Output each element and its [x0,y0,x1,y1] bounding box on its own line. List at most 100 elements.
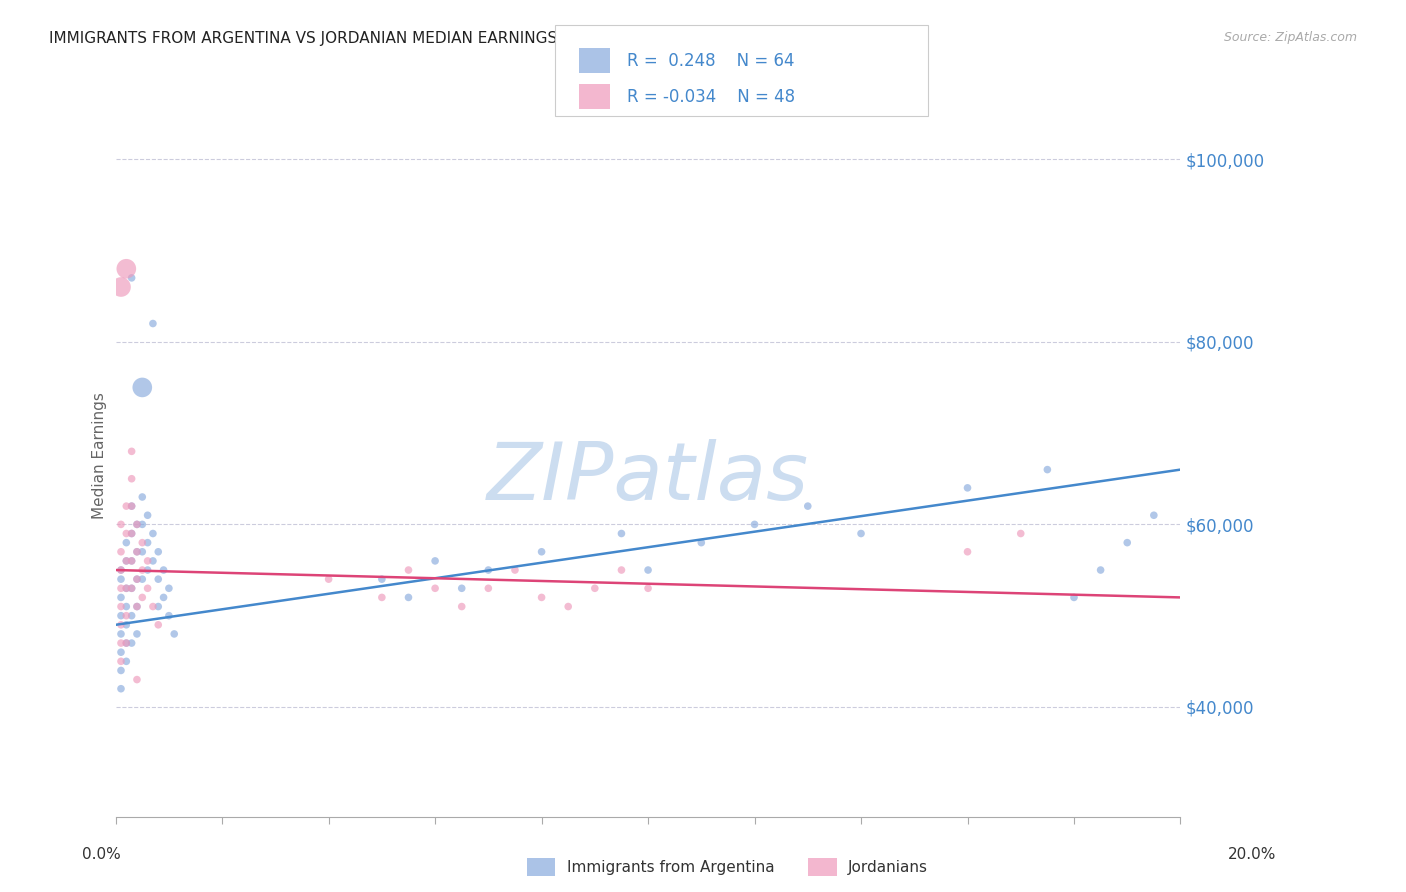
Point [797,499,820,513]
Point [131,572,153,586]
Point [1063,591,1085,605]
Point [477,582,499,596]
Point [125,517,148,532]
Point [423,582,446,596]
Point [530,545,553,559]
Point [744,517,766,532]
Point [1143,508,1166,523]
Point [136,508,159,523]
Point [110,517,132,532]
Point [110,280,132,294]
Point [115,499,138,513]
Point [131,591,153,605]
Point [110,599,132,614]
Text: 20.0%: 20.0% [1229,847,1277,862]
Point [450,599,472,614]
Point [318,572,340,586]
Point [610,563,633,577]
Point [450,582,472,596]
Point [136,563,159,577]
Point [637,563,659,577]
Point [956,545,979,559]
Point [121,526,143,541]
Point [849,526,872,541]
Point [110,681,132,696]
Text: R = -0.034    N = 48: R = -0.034 N = 48 [627,87,796,106]
Point [125,572,148,586]
Point [110,608,132,623]
Point [110,591,132,605]
Point [115,261,138,276]
Point [131,517,153,532]
Point [956,481,979,495]
Point [115,526,138,541]
Point [125,627,148,641]
Point [530,591,553,605]
Point [121,472,143,486]
Point [157,608,180,623]
Point [148,599,170,614]
Point [110,563,132,577]
Point [115,554,138,568]
Point [163,627,186,641]
Point [110,645,132,659]
Point [115,582,138,596]
Text: IMMIGRANTS FROM ARGENTINA VS JORDANIAN MEDIAN EARNINGS CORRELATION CHART: IMMIGRANTS FROM ARGENTINA VS JORDANIAN M… [49,31,727,46]
Point [136,535,159,549]
Point [121,444,143,458]
Point [121,636,143,650]
Y-axis label: Median Earnings: Median Earnings [93,392,107,519]
Point [157,582,180,596]
Point [152,563,174,577]
Point [142,554,165,568]
Text: 0.0%: 0.0% [82,847,121,862]
Point [115,535,138,549]
Point [125,599,148,614]
Point [136,582,159,596]
Point [142,317,165,331]
Text: Jordanians: Jordanians [848,860,928,874]
Point [557,599,579,614]
Point [142,526,165,541]
Point [503,563,526,577]
Point [110,654,132,668]
Point [121,271,143,285]
Point [115,608,138,623]
Point [121,526,143,541]
Point [110,627,132,641]
Text: Immigrants from Argentina: Immigrants from Argentina [567,860,775,874]
Point [121,582,143,596]
Point [115,554,138,568]
Point [110,563,132,577]
Point [115,654,138,668]
Point [637,582,659,596]
Point [1090,563,1112,577]
Point [423,554,446,568]
Point [115,636,138,650]
Point [110,572,132,586]
Point [583,582,606,596]
Point [121,608,143,623]
Point [115,636,138,650]
Point [121,554,143,568]
Point [110,617,132,632]
Point [1036,462,1059,476]
Point [121,499,143,513]
Point [131,563,153,577]
Point [121,554,143,568]
Point [121,499,143,513]
Point [131,380,153,394]
Point [148,572,170,586]
Point [115,617,138,632]
Point [371,572,394,586]
Point [136,554,159,568]
Point [477,563,499,577]
Point [1116,535,1139,549]
Point [398,563,420,577]
Point [110,664,132,678]
Point [131,535,153,549]
Point [125,517,148,532]
Point [398,591,420,605]
Point [125,599,148,614]
Point [148,545,170,559]
